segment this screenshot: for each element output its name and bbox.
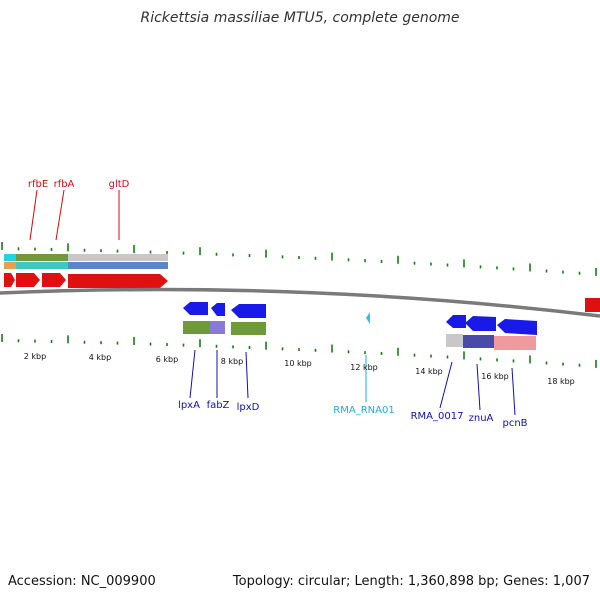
reverse-gene-arrow [183,302,208,315]
genome-backbone [0,287,600,318]
leader-rfbE [29,189,38,241]
feature-track-teal [16,262,68,269]
forward-gene-arrow [16,273,40,287]
kbp-label: 16 kbp [481,372,509,381]
reverse-genes [183,302,537,335]
leader-lpxA [189,349,196,399]
forward-gene-arrow [42,273,66,287]
feature-track-purple [210,321,225,334]
feature-track-grey [68,254,168,261]
feature-track-green [16,254,68,261]
leader-znuA [476,363,481,411]
outer-tick-track [1,242,597,276]
gene-label-pcnB: pcnB [502,418,527,429]
gene-label-lpxD: lpxD [237,402,260,413]
gene-labels: rfbE rfbA gltD lpxA fabZ lpxD RMA_RNA01 … [28,179,528,429]
kbp-label: 10 kbp [284,359,312,368]
feature-track-orange [4,262,16,269]
kbp-label: 6 kbp [156,355,178,364]
leader-RMA_0017 [439,361,453,409]
genome-summary-text: Topology: circular; Length: 1,360,898 bp… [232,574,590,589]
feature-track-pink [494,336,536,350]
kbp-labels: 2 kbp 4 kbp 6 kbp 8 kbp 10 kbp 12 kbp 14… [24,352,575,386]
forward-feature-tracks [4,254,168,269]
accession-text: Accession: NC_009900 [8,574,156,589]
map-title: Rickettsia massiliae MTU5, complete geno… [140,10,460,26]
gene-label-fabZ: fabZ [207,400,230,411]
feature-track-green [231,322,266,335]
feature-track-grey [446,334,463,347]
forward-gene-arrow [585,298,600,312]
gene-label-RMA_RNA01: RMA_RNA01 [333,405,394,416]
leader-lpxD [245,351,249,399]
label-leaders [29,189,516,416]
reverse-gene-arrow [497,319,537,335]
gene-label-lpxA: lpxA [178,400,200,411]
rna-marker [366,312,370,324]
inner-tick-track [1,334,597,368]
forward-gene-arrow [4,273,15,287]
kbp-label: 8 kbp [221,357,243,366]
reverse-gene-arrow [465,316,496,331]
gene-label-RMA_0017: RMA_0017 [411,411,464,422]
reverse-feature-tracks [183,321,536,350]
gene-label-gltD: gltD [109,179,130,190]
forward-genes [4,273,600,312]
gene-label-rfbA: rfbA [54,179,75,190]
gene-label-znuA: znuA [469,413,494,424]
feature-track-navy [463,335,494,348]
reverse-gene-arrow [446,315,466,328]
kbp-label: 4 kbp [89,353,111,362]
reverse-gene-arrow [211,303,225,316]
feature-track-cyan [4,254,16,261]
kbp-label: 14 kbp [415,367,443,376]
kbp-label: 12 kbp [350,363,378,372]
feature-track-blue [68,262,168,269]
forward-gene-arrow [68,274,168,288]
feature-track-green [183,321,210,334]
leader-pcnB [511,367,516,416]
leader-rfbA [55,189,65,241]
kbp-label: 2 kbp [24,352,46,361]
gene-label-rfbE: rfbE [28,179,48,190]
reverse-gene-arrow [231,304,266,318]
kbp-label: 18 kbp [547,377,575,386]
